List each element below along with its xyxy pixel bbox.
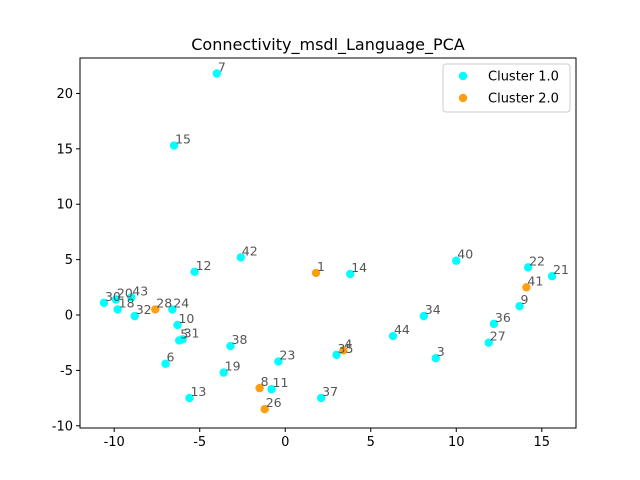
cluster-2-point <box>522 283 531 292</box>
y-tick-label: 10 <box>56 198 73 213</box>
x-tick-label: -10 <box>104 435 125 450</box>
point-label: 13 <box>190 384 206 399</box>
x-tick-label: 0 <box>281 435 289 450</box>
point-label: 19 <box>225 359 241 374</box>
cluster-2-point <box>311 268 321 278</box>
cluster-2-point <box>255 383 264 393</box>
y-tick-label: -10 <box>52 419 73 434</box>
x-tick-label: 10 <box>448 435 465 450</box>
cluster-1-point <box>484 338 493 347</box>
point-label: 3 <box>437 344 445 359</box>
x-tick-label: -5 <box>193 435 206 450</box>
point-label: 10 <box>178 311 194 326</box>
cluster-1-point <box>388 331 398 341</box>
legend-frame <box>442 63 571 113</box>
cluster-1-point <box>113 305 122 314</box>
cluster-1-point <box>219 368 228 377</box>
point-label: 28 <box>156 295 172 310</box>
point-label: 37 <box>322 384 338 399</box>
point-label: 21 <box>553 262 569 277</box>
cluster-1-point <box>316 393 326 403</box>
point-label: 11 <box>273 375 289 390</box>
cluster-1-point <box>489 319 499 329</box>
cluster-1-point <box>161 359 170 368</box>
point-label: 41 <box>527 273 543 288</box>
cluster-1-point <box>190 267 199 277</box>
cluster-1-point <box>274 357 283 366</box>
point-label: 30 <box>105 289 121 304</box>
cluster-1-point <box>212 69 222 78</box>
chart-title: Connectivity_msdl_Language_PCA <box>191 35 465 55</box>
cluster-2-point <box>151 305 160 314</box>
cluster-1-point <box>346 269 355 279</box>
point-label: 18 <box>119 295 135 310</box>
point-label: 1 <box>317 259 325 274</box>
cluster-2-point <box>339 346 348 355</box>
plot-frame <box>79 57 577 429</box>
y-tick-label: 0 <box>65 309 73 324</box>
cluster-1-point <box>431 354 440 363</box>
point-label: 32 <box>136 302 152 317</box>
point-label: 42 <box>242 243 258 258</box>
point-label: 9 <box>521 292 529 307</box>
point-label: 34 <box>425 302 441 317</box>
point-label: 38 <box>232 332 248 347</box>
x-tick-label: 15 <box>534 435 551 450</box>
point-label: 31 <box>184 325 200 340</box>
point-label: 44 <box>394 322 410 337</box>
cluster-1-point <box>178 335 187 344</box>
legend-marker <box>458 71 468 81</box>
cluster-1-point <box>452 256 461 265</box>
point-label: 20 <box>117 285 133 300</box>
legend-label: Cluster 1.0 <box>488 70 559 85</box>
point-label: 6 <box>167 350 175 365</box>
cluster-1-point <box>127 293 136 302</box>
y-tick-label: 5 <box>65 253 73 268</box>
point-label: 5 <box>180 326 188 341</box>
y-tick-label: 15 <box>56 142 73 157</box>
point-label: 36 <box>495 310 511 325</box>
point-label: 8 <box>261 374 269 389</box>
point-label: 23 <box>279 348 295 363</box>
cluster-1-point <box>185 393 194 403</box>
point-label: 26 <box>266 395 282 410</box>
cluster-1-point <box>419 311 428 321</box>
cluster-1-point <box>130 311 139 321</box>
point-label: 40 <box>457 247 473 262</box>
legend-label: Cluster 2.0 <box>488 92 559 107</box>
cluster-1-point <box>168 305 177 314</box>
point-label: 4 <box>344 336 352 351</box>
point-label: 35 <box>338 341 354 356</box>
x-tick-label: 5 <box>367 435 375 450</box>
point-label: 7 <box>218 60 226 75</box>
cluster-1-point <box>111 295 121 304</box>
point-label: 27 <box>490 329 506 344</box>
cluster-1-point <box>236 253 245 262</box>
cluster-1-point <box>515 301 524 311</box>
cluster-1-point <box>99 298 109 308</box>
plot-area <box>80 58 576 428</box>
legend: Cluster 1.0 Cluster 2.0 <box>442 63 571 113</box>
point-label: 43 <box>132 283 148 298</box>
cluster-2-point <box>260 404 269 414</box>
cluster-1-point <box>173 320 182 330</box>
y-tick-label: -5 <box>60 364 73 379</box>
cluster-1-point <box>332 350 341 360</box>
point-label: 24 <box>173 295 189 310</box>
legend-marker <box>458 93 468 103</box>
point-label: 15 <box>175 132 191 147</box>
point-label: 22 <box>529 253 545 268</box>
y-tick-label: 20 <box>56 87 73 102</box>
cluster-1-point <box>547 272 557 281</box>
cluster-1-point <box>267 385 276 394</box>
cluster-1-point <box>226 341 235 351</box>
point-label: 14 <box>351 260 367 275</box>
point-label: 12 <box>196 258 212 273</box>
cluster-1-point <box>523 263 533 272</box>
cluster-1-point <box>169 141 179 150</box>
